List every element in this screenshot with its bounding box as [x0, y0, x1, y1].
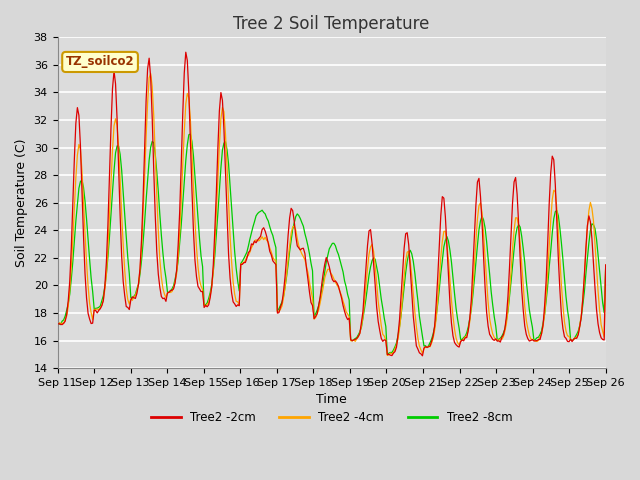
X-axis label: Time: Time [316, 394, 347, 407]
Line: Tree2 -8cm: Tree2 -8cm [58, 134, 605, 354]
Legend: Tree2 -2cm, Tree2 -4cm, Tree2 -8cm: Tree2 -2cm, Tree2 -4cm, Tree2 -8cm [147, 406, 517, 429]
Tree2 -2cm [295, 245, 303, 251]
Tree2 -4cm [574, 331, 582, 337]
Tree2 -2cm [219, 97, 227, 103]
Tree2 -2cm [602, 262, 609, 268]
Y-axis label: Soil Temperature (C): Soil Temperature (C) [15, 139, 28, 267]
Tree2 -8cm [246, 236, 253, 242]
Tree2 -8cm [574, 328, 582, 334]
Line: Tree2 -4cm: Tree2 -4cm [58, 73, 605, 355]
Tree2 -2cm [182, 49, 189, 55]
Line: Tree2 -2cm: Tree2 -2cm [58, 52, 605, 356]
Tree2 -2cm [246, 248, 253, 254]
Tree2 -2cm [419, 353, 426, 359]
Tree2 -8cm [602, 264, 609, 269]
Tree2 -8cm [121, 212, 129, 217]
Tree2 -8cm [383, 351, 391, 357]
Tree2 -8cm [237, 261, 244, 266]
Tree2 -4cm [121, 267, 129, 273]
Tree2 -2cm [121, 293, 129, 299]
Tree2 -2cm [574, 332, 582, 337]
Tree2 -8cm [219, 147, 227, 153]
Tree2 -8cm [54, 322, 61, 327]
Tree2 -2cm [237, 262, 244, 267]
Tree2 -4cm [237, 261, 244, 267]
Tree2 -4cm [295, 243, 303, 249]
Tree2 -8cm [186, 131, 194, 137]
Tree2 -4cm [246, 249, 253, 255]
Title: Tree 2 Soil Temperature: Tree 2 Soil Temperature [234, 15, 430, 33]
Text: TZ_soilco2: TZ_soilco2 [66, 56, 134, 69]
Tree2 -2cm [54, 321, 61, 327]
Tree2 -8cm [295, 213, 303, 218]
Tree2 -4cm [54, 321, 61, 326]
Tree2 -4cm [219, 105, 227, 110]
Tree2 -4cm [602, 262, 609, 268]
Tree2 -4cm [147, 71, 154, 76]
Tree2 -4cm [383, 352, 391, 358]
